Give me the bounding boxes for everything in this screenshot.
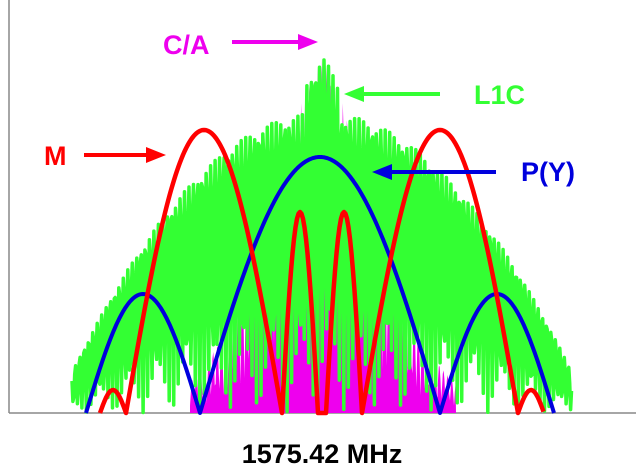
py-spectrum-line: [84, 155, 556, 415]
l1c-label: L1C: [474, 80, 525, 110]
l1c-arrow: [344, 86, 440, 102]
spectrum-m: [97, 127, 546, 416]
spectrum-py: [84, 155, 556, 415]
ca-arrow: [232, 34, 318, 50]
py-arrow: [372, 164, 496, 180]
m-spectrum-line: [97, 127, 546, 416]
frequency-label: 1575.42 MHz: [242, 439, 403, 469]
m-label: M: [44, 141, 67, 171]
py-label: P(Y): [521, 157, 575, 187]
m-arrow: [84, 147, 166, 163]
ca-label: C/A: [163, 30, 210, 60]
spectrum-l1c: [70, 58, 574, 415]
l1c-spectrum-line: [70, 58, 574, 415]
